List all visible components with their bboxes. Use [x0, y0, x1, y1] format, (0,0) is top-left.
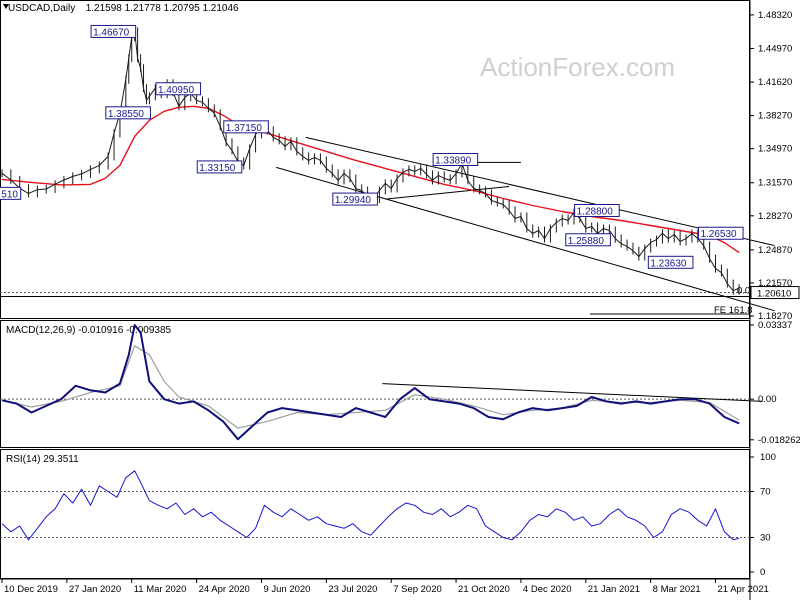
price-y-tick-label: 1.48320 [758, 10, 792, 21]
price-trendline [385, 185, 510, 200]
price-annotation-label: 1.26530 [700, 229, 737, 240]
price-annotation-label: 1.33150 [199, 163, 236, 174]
price-annotation-box [155, 82, 202, 96]
price-panel-title: USDCAD,Daily 1.21598 1.21778 1.20795 1.2… [8, 0, 239, 15]
price-annotation-label: 1.33890 [435, 155, 472, 166]
macd-y-tick-label: 0.03337 [758, 320, 792, 331]
x-tick-label: 8 Mar 2021 [653, 584, 701, 595]
price-annotation-label: 1.46670 [93, 27, 130, 38]
macd-y-tick-label: 0.00 [758, 394, 777, 405]
price-layer: 1.46670 1.38550 1.40950 1.37150 1.33150 1.299… [0, 24, 775, 316]
price-annotation-box [574, 203, 620, 217]
macd-trendline [382, 383, 763, 402]
macd-pane [0, 320, 750, 448]
price-y-tick-label: 1.41620 [758, 77, 792, 88]
price-annotation-label: 1.28800 [577, 206, 614, 217]
fe-label: FE 161.8 [714, 305, 753, 316]
x-tick-label: 11 Mar 2020 [134, 584, 187, 595]
price-annotation-box [105, 106, 151, 120]
macd-panel-title: MACD(12,26,9) -0.010916 -0.009385 [6, 325, 172, 336]
rsi-y-tick-label: 0 [760, 567, 765, 578]
price-annotation-label: 1.38550 [108, 109, 145, 120]
rsi-y-tick-label: 30 [760, 533, 771, 544]
x-tick-label: 27 Jan 2020 [69, 584, 121, 595]
price-annotation-label: 1.29940 [335, 195, 372, 206]
price-annotation-box [647, 255, 694, 269]
collapse-triangle-icon[interactable] [3, 4, 9, 9]
price-annotation-box [332, 192, 378, 206]
price-trendline [305, 136, 775, 247]
current-price-label: 1.20610 [757, 289, 791, 300]
price-annotation-label: 1.37150 [226, 123, 263, 134]
macd-layer [0, 324, 763, 441]
price-y-tick-label: 1.38270 [758, 111, 792, 122]
rsi-layer [0, 470, 750, 541]
price-annotation-box [90, 24, 137, 38]
price-annotation-box [0, 186, 22, 200]
x-tick-label: 10 Dec 2019 [4, 584, 58, 595]
price-y-tick-label: 1.34970 [758, 144, 792, 155]
macd-line [1, 324, 740, 441]
price-annotation-box [432, 152, 479, 166]
price-annotation-box [196, 160, 243, 174]
rsi-y-tick-label: 100 [760, 452, 776, 463]
x-tick-label: 24 Apr 2020 [199, 584, 250, 595]
price-y-tick-label: 1.28270 [758, 211, 792, 222]
price-annotation-box [697, 226, 744, 240]
x-tick-label: 23 Jul 2020 [328, 584, 377, 595]
price-annotation-label: 510 [1, 189, 18, 200]
price-annotation-box [223, 120, 269, 134]
x-tick-label: 9 Jun 2020 [263, 584, 310, 595]
x-tick-label: 7 Sep 2020 [393, 584, 442, 595]
price-y-tick-label: 1.31570 [758, 178, 792, 189]
x-tick-label: 21 Apr 2021 [718, 584, 769, 595]
rsi-pane [0, 449, 750, 579]
axis-layer: 1.20610 1.48320 1.44970 1.41620 1.38270 1.349… [0, 10, 800, 595]
price-y-tick-label: 1.24870 [758, 245, 792, 256]
macd-y-tick-label: -0.018262 [758, 435, 800, 446]
price-annotation-label: 1.40950 [158, 85, 195, 96]
rsi-panel-title: RSI(14) 29.3511 [6, 454, 79, 465]
x-tick-label: 21 Jan 2021 [588, 584, 640, 595]
price-trendline [276, 166, 775, 312]
watermark: ActionForex.com [480, 52, 675, 82]
rsi-line [1, 470, 740, 541]
level-zero-label: 0.0 [737, 286, 750, 297]
x-tick-label: 4 Dec 2020 [523, 584, 572, 595]
rsi-y-tick-label: 70 [760, 487, 771, 498]
price-annotation-box [565, 233, 611, 247]
ema-line [1, 105, 740, 254]
price-y-tick-label: 1.21570 [758, 278, 792, 289]
price-annotation-label: 1.25880 [568, 236, 605, 247]
price-annotation-label: 1.23630 [650, 258, 687, 269]
price-y-tick-label: 1.44970 [758, 43, 792, 54]
x-tick-label: 21 Oct 2020 [458, 584, 510, 595]
price-y-tick-label: 1.18270 [758, 311, 792, 322]
current-price-box [750, 286, 800, 300]
